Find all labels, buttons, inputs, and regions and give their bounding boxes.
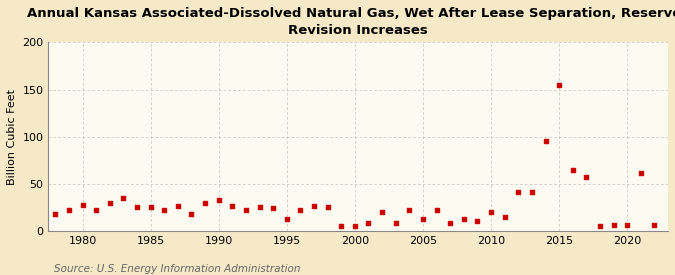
Point xyxy=(622,222,632,227)
Point xyxy=(63,208,74,213)
Point xyxy=(254,204,265,209)
Point xyxy=(635,170,646,175)
Point xyxy=(295,208,306,213)
Point xyxy=(581,175,592,180)
Point xyxy=(281,217,292,221)
Point xyxy=(526,189,537,194)
Point xyxy=(567,167,578,172)
Point xyxy=(159,208,169,213)
Point xyxy=(200,201,211,205)
Point xyxy=(118,196,129,200)
Point xyxy=(213,198,224,202)
Point xyxy=(513,189,524,194)
Point xyxy=(500,215,510,219)
Point xyxy=(336,224,347,229)
Point xyxy=(145,204,156,209)
Point xyxy=(77,203,88,207)
Text: Source: U.S. Energy Information Administration: Source: U.S. Energy Information Administ… xyxy=(54,264,300,274)
Point xyxy=(105,201,115,205)
Point xyxy=(431,208,442,213)
Point xyxy=(390,221,401,225)
Point xyxy=(308,204,319,208)
Point xyxy=(608,222,619,227)
Point xyxy=(595,224,605,229)
Point xyxy=(445,221,456,225)
Point xyxy=(132,204,142,209)
Point xyxy=(240,208,251,213)
Point xyxy=(227,204,238,208)
Point xyxy=(268,205,279,210)
Point xyxy=(472,219,483,223)
Point xyxy=(322,204,333,209)
Point xyxy=(404,208,414,213)
Point xyxy=(363,221,374,225)
Point xyxy=(50,212,61,216)
Point xyxy=(377,210,387,214)
Point xyxy=(90,208,101,213)
Title: Annual Kansas Associated-Dissolved Natural Gas, Wet After Lease Separation, Rese: Annual Kansas Associated-Dissolved Natur… xyxy=(27,7,675,37)
Point xyxy=(540,139,551,144)
Y-axis label: Billion Cubic Feet: Billion Cubic Feet xyxy=(7,89,17,185)
Point xyxy=(458,217,469,221)
Point xyxy=(418,217,429,221)
Point xyxy=(649,222,660,227)
Point xyxy=(172,204,183,208)
Point xyxy=(186,212,197,216)
Point xyxy=(350,223,360,228)
Point xyxy=(554,82,564,87)
Point xyxy=(485,210,496,214)
